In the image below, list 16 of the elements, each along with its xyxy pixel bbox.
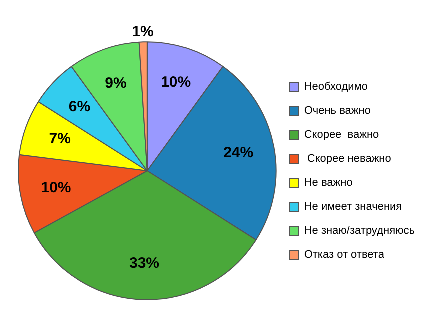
legend-label: Скорее неважно: [304, 153, 392, 166]
data-label: 1%: [132, 23, 154, 40]
data-label: 10%: [41, 180, 72, 197]
data-label: 7%: [49, 130, 71, 148]
legend-label: Очень важно: [304, 105, 371, 118]
data-label: 9%: [105, 74, 127, 92]
legend-label: Не важно: [304, 177, 353, 190]
data-label: 33%: [129, 254, 160, 272]
legend-label: Скорее важно: [304, 129, 380, 142]
data-label: 24%: [224, 144, 254, 162]
data-label: 10%: [161, 74, 192, 91]
data-label: 6%: [68, 98, 91, 116]
legend-label: Необходимо: [304, 81, 368, 94]
legend-label: Отказ от ответа: [304, 249, 386, 262]
legend-label: Не имеет значения: [304, 201, 402, 214]
legend-label: Не знаю/затрудняюсь: [304, 225, 416, 238]
